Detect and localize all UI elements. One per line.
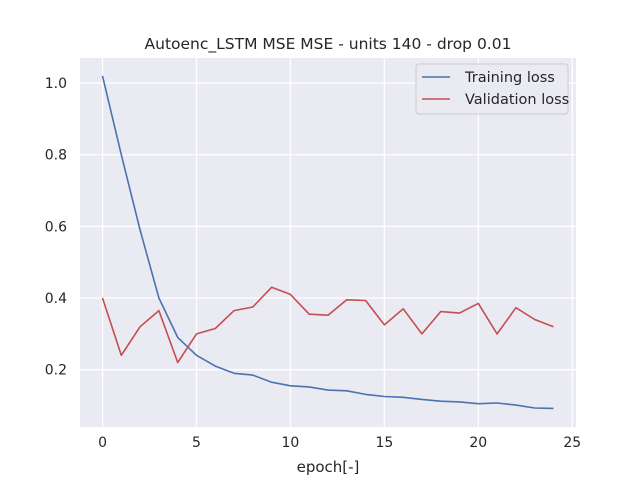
- x-tick-label: 25: [563, 435, 581, 451]
- legend-label: Validation loss: [465, 92, 569, 108]
- legend: Training loss Validation loss: [415, 63, 569, 115]
- y-tick-label: 0.6: [45, 219, 67, 235]
- x-tick-label: 10: [282, 435, 300, 451]
- legend-label: Training loss: [464, 70, 555, 86]
- x-tick-label: 15: [375, 435, 393, 451]
- y-tick-label: 1.0: [45, 76, 67, 92]
- x-tick-label: 20: [469, 435, 487, 451]
- x-tick-label: 0: [98, 435, 107, 451]
- plot-area: [80, 58, 576, 427]
- tick-labels: 0 5 10 15 20 25 0.2 0.4 0.6 0.8 1.0: [45, 76, 581, 451]
- x-tick-label: 5: [192, 435, 201, 451]
- y-tick-label: 0.8: [45, 148, 67, 164]
- legend-frame: [415, 63, 569, 115]
- x-axis-label: epoch[-]: [297, 458, 360, 476]
- chart-title: Autoenc_LSTM MSE MSE - units 140 - drop …: [145, 35, 512, 54]
- series-lines: [101, 75, 554, 410]
- y-tick-label: 0.2: [45, 363, 67, 379]
- y-tick-label: 0.4: [45, 291, 67, 307]
